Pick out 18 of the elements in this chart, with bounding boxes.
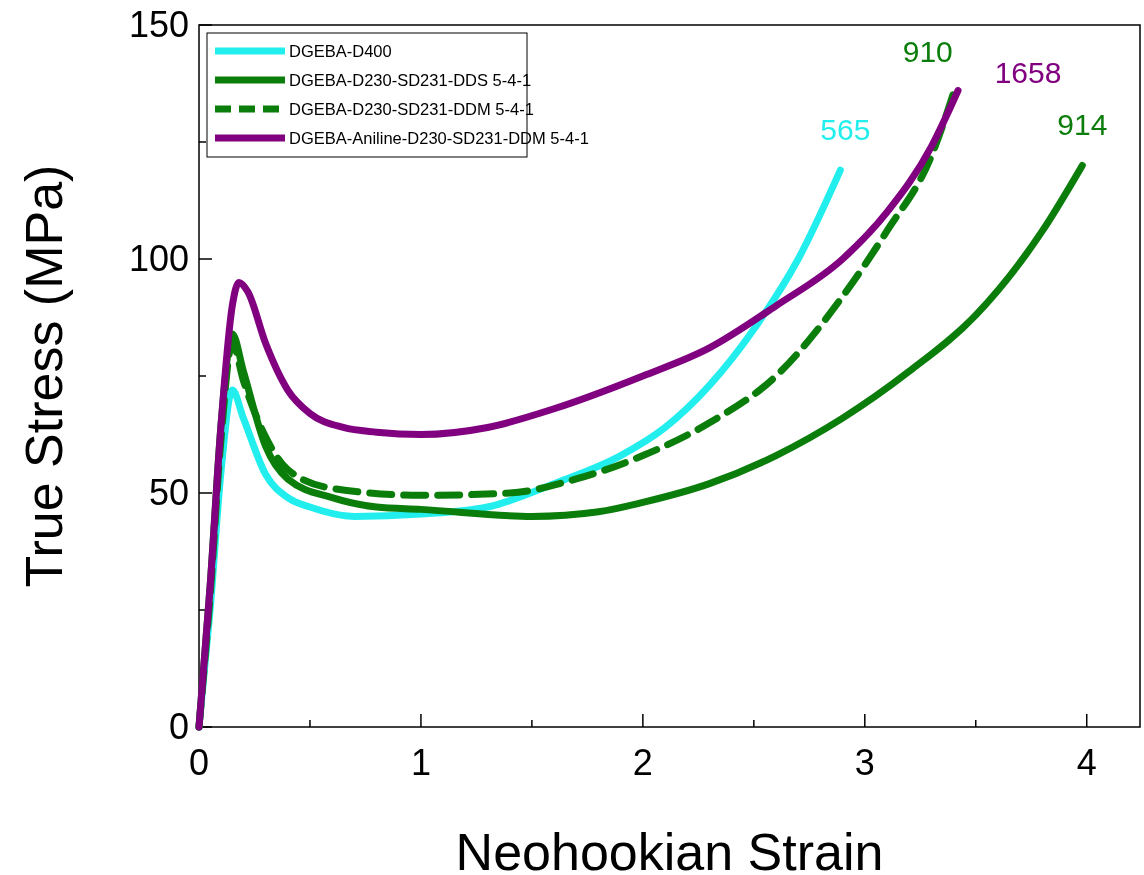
- annotation: 910: [902, 34, 953, 68]
- annotation: 565: [820, 113, 871, 147]
- annotation: 914: [1057, 108, 1108, 142]
- y-axis-title: True Stress (MPa): [15, 164, 73, 588]
- y-tick-label: 0: [168, 706, 189, 747]
- legend-label: DGEBA-Aniline-D230-SD231-DDM 5-4-1: [289, 129, 589, 147]
- x-tick-label: 3: [854, 742, 875, 783]
- legend-label: DGEBA-D230-SD231-DDM 5-4-1: [289, 100, 534, 118]
- x-tick-label: 4: [1076, 742, 1097, 783]
- x-axis-title: Neohookian Strain: [455, 823, 884, 875]
- annotation: 1658: [994, 55, 1062, 89]
- legend-label: DGEBA-D400: [289, 42, 392, 60]
- legend-label: DGEBA-D230-SD231-DDS 5-4-1: [289, 71, 532, 89]
- y-tick-label: 150: [128, 4, 189, 45]
- y-tick-label: 50: [148, 472, 189, 513]
- x-tick-label: 2: [632, 742, 653, 783]
- x-tick-label: 1: [410, 742, 431, 783]
- y-tick-label: 100: [128, 238, 189, 279]
